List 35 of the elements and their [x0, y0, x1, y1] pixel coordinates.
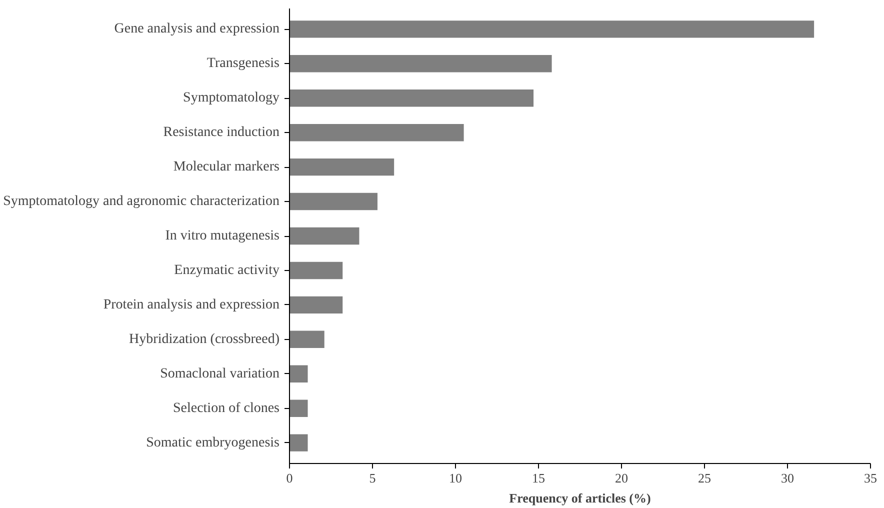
y-tick-label: Resistance induction — [163, 125, 280, 140]
y-tick-label: Hybridization (crossbreed) — [129, 332, 280, 347]
y-tick-label: Symptomatology — [183, 90, 280, 106]
bar — [290, 400, 308, 417]
y-tick-label: In vitro mutagenesis — [165, 228, 280, 244]
x-tick-label: 25 — [698, 470, 711, 486]
bar — [290, 262, 343, 280]
y-tick-label: Selection of clones — [172, 400, 280, 416]
bar — [290, 227, 360, 245]
y-tick-label: Enzymatic activity — [174, 262, 280, 278]
bar — [290, 90, 534, 107]
y-tick-label: Somatic embryogenesis — [146, 435, 280, 450]
bar — [290, 55, 552, 72]
bar — [290, 158, 394, 176]
x-tick-label: 15 — [532, 470, 545, 486]
bar — [290, 434, 308, 452]
x-tick-label: 30 — [781, 470, 794, 486]
bar — [290, 330, 324, 348]
y-tick-label: Transgenesis — [206, 56, 280, 72]
x-tick-label: 0 — [286, 470, 293, 486]
x-tick-label: 35 — [864, 470, 877, 486]
x-tick-label: 20 — [615, 470, 628, 486]
bar — [290, 365, 308, 382]
y-tick-label: Somaclonal variation — [160, 366, 280, 382]
bar — [290, 296, 343, 314]
bar — [290, 124, 464, 142]
bar — [290, 20, 814, 38]
y-tick-label: Protein analysis and expression — [103, 297, 280, 312]
x-tick-label: 5 — [369, 470, 376, 486]
y-tick-label: Gene analysis and expression — [114, 22, 280, 37]
y-tick-label: Symptomatology and agronomic characterization — [3, 194, 280, 210]
x-axis-title: Frequency of articles (%) — [509, 490, 651, 506]
x-tick-label: 10 — [449, 470, 462, 486]
y-tick-label: Molecular markers — [173, 160, 280, 175]
bar — [290, 192, 378, 210]
